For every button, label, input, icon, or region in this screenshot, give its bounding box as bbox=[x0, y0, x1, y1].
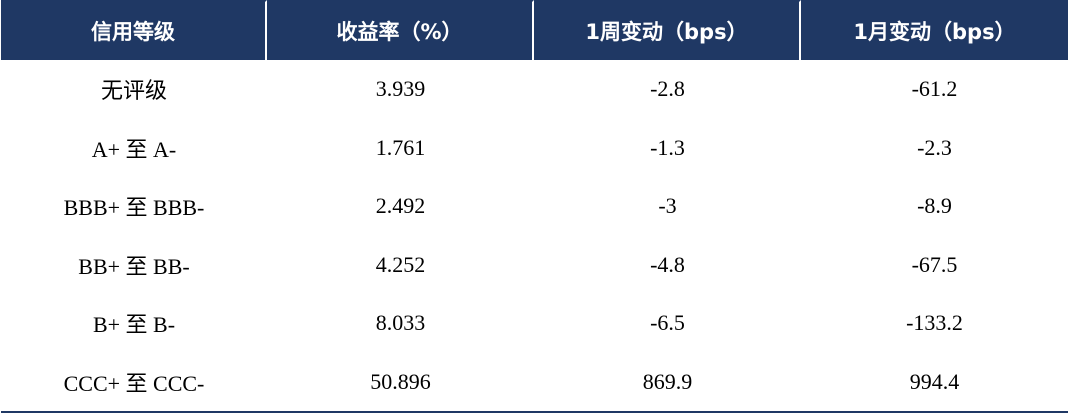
header-credit-grade: 信用等级 bbox=[1, 0, 267, 60]
cell-credit-grade: 无评级 bbox=[1, 60, 267, 119]
cell-1w-change: -6.5 bbox=[534, 294, 801, 353]
table-row: A+ 至 A- 1.761 -1.3 -2.3 bbox=[1, 118, 1068, 177]
cell-1w-change: -2.8 bbox=[534, 60, 801, 119]
cell-yield: 3.939 bbox=[267, 60, 534, 119]
header-yield: 收益率（%） bbox=[267, 0, 534, 60]
table-row: 无评级 3.939 -2.8 -61.2 bbox=[1, 60, 1068, 119]
table-header: 信用等级 收益率（%） 1周变动（bps） 1月变动（bps） bbox=[1, 0, 1068, 60]
cell-credit-grade: BB+ 至 BB- bbox=[1, 235, 267, 294]
table-row: BB+ 至 BB- 4.252 -4.8 -67.5 bbox=[1, 235, 1068, 294]
cell-1m-change: -2.3 bbox=[801, 118, 1068, 177]
header-row: 信用等级 收益率（%） 1周变动（bps） 1月变动（bps） bbox=[1, 0, 1068, 60]
cell-1w-change: -3 bbox=[534, 177, 801, 236]
cell-yield: 1.761 bbox=[267, 118, 534, 177]
cell-credit-grade: A+ 至 A- bbox=[1, 118, 267, 177]
table-body: 无评级 3.939 -2.8 -61.2 A+ 至 A- 1.761 -1.3 … bbox=[1, 60, 1068, 413]
cell-yield: 8.033 bbox=[267, 294, 534, 353]
cell-yield: 2.492 bbox=[267, 177, 534, 236]
header-1w-change: 1周变动（bps） bbox=[534, 0, 801, 60]
table-row: BBB+ 至 BBB- 2.492 -3 -8.9 bbox=[1, 177, 1068, 236]
cell-1w-change: -1.3 bbox=[534, 118, 801, 177]
table-row: B+ 至 B- 8.033 -6.5 -133.2 bbox=[1, 294, 1068, 353]
header-1m-change: 1月变动（bps） bbox=[801, 0, 1068, 60]
cell-1m-change: -8.9 bbox=[801, 177, 1068, 236]
cell-yield: 4.252 bbox=[267, 235, 534, 294]
table-row: CCC+ 至 CCC- 50.896 869.9 994.4 bbox=[1, 352, 1068, 413]
cell-1m-change: -67.5 bbox=[801, 235, 1068, 294]
cell-1m-change: -61.2 bbox=[801, 60, 1068, 119]
cell-credit-grade: CCC+ 至 CCC- bbox=[1, 352, 267, 413]
cell-credit-grade: BBB+ 至 BBB- bbox=[1, 177, 267, 236]
cell-yield: 50.896 bbox=[267, 352, 534, 413]
cell-1w-change: 869.9 bbox=[534, 352, 801, 413]
cell-1m-change: 994.4 bbox=[801, 352, 1068, 413]
cell-credit-grade: B+ 至 B- bbox=[1, 294, 267, 353]
cell-1w-change: -4.8 bbox=[534, 235, 801, 294]
cell-1m-change: -133.2 bbox=[801, 294, 1068, 353]
